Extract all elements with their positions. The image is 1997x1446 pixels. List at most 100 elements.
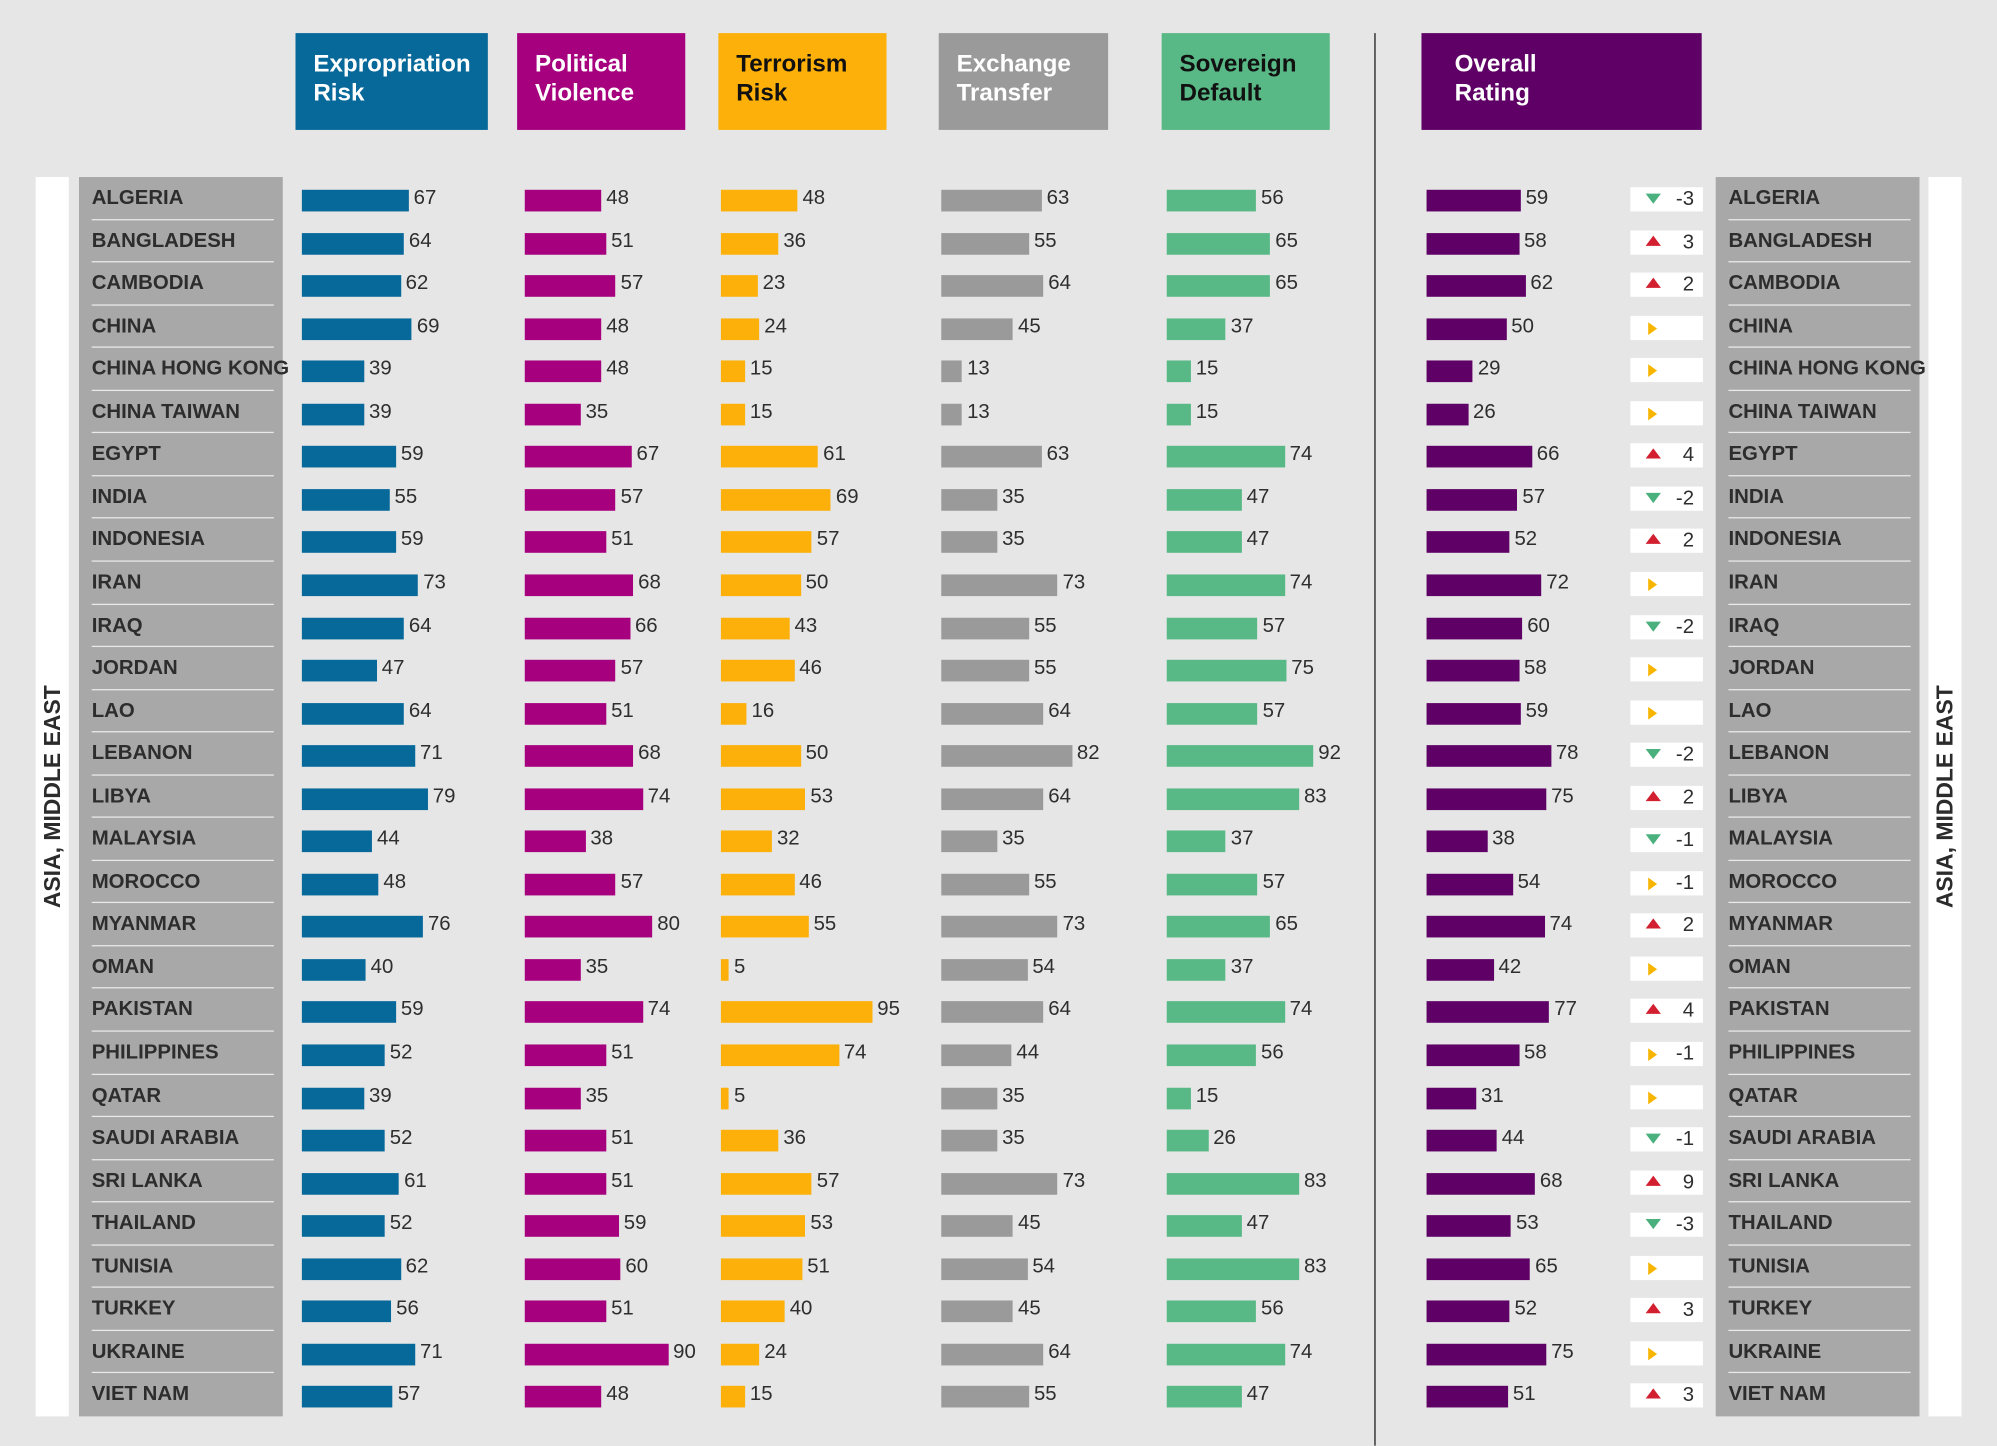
political-value-label: 48 <box>606 315 629 338</box>
political-bar <box>524 360 602 383</box>
terrorism-value-label: 43 <box>794 614 818 637</box>
country-name-right: BANGLADESH <box>1728 229 1873 252</box>
country-name-left: CHINA TAIWAN <box>91 400 241 423</box>
overall-bar <box>1426 702 1521 725</box>
country-name-right: QATAR <box>1728 1084 1798 1107</box>
rating-change-value: 2 <box>1682 915 1695 937</box>
country-name-right: UKRAINE <box>1728 1341 1822 1363</box>
political-value-label: 59 <box>623 1212 647 1235</box>
rating-change-badge: -1 <box>1630 870 1703 896</box>
sovereign-bar <box>1166 1300 1256 1323</box>
terrorism-value-label: 57 <box>816 529 840 551</box>
expropriation-bar <box>301 617 404 639</box>
expropriation-bar <box>301 275 401 297</box>
table-row: LEBANON LEBANON 71 68 50 82 92 78 -2 <box>0 733 1997 776</box>
sovereign-value-label: 47 <box>1246 1212 1270 1235</box>
political-value-label: 48 <box>606 358 629 380</box>
overall-value-label: 58 <box>1524 1041 1547 1064</box>
terrorism-bar <box>720 1087 729 1109</box>
country-name-right: CHINA HONG KONG <box>1728 358 1926 380</box>
country-name-left: LEBANON <box>91 742 193 765</box>
expropriation-value-label: 48 <box>383 870 407 893</box>
sovereign-bar <box>1166 446 1285 468</box>
sovereign-value-label: 65 <box>1275 913 1298 936</box>
rating-change-badge: -3 <box>1630 187 1703 212</box>
overall-value-label: 77 <box>1554 999 1577 1021</box>
exchange-bar <box>941 1001 1044 1024</box>
exchange-bar <box>941 745 1072 767</box>
row-separator <box>91 1115 274 1118</box>
overall-bar <box>1426 1343 1546 1366</box>
arrow-up-icon <box>1645 235 1661 246</box>
political-bar <box>524 1258 621 1280</box>
terrorism-value-label: 48 <box>802 187 826 209</box>
exchange-value-label: 13 <box>967 358 990 380</box>
exchange-bar <box>941 1087 998 1109</box>
sovereign-bar <box>1166 189 1256 212</box>
rating-change-badge <box>1630 315 1703 340</box>
exchange-bar <box>941 959 1028 981</box>
exchange-value-label: 64 <box>1048 1341 1071 1363</box>
expropriation-bar <box>301 659 377 682</box>
rating-change-badge: -3 <box>1630 1212 1703 1238</box>
country-name-left: CAMBODIA <box>91 272 204 295</box>
expropriation-bar <box>301 959 366 981</box>
rating-change-badge: 9 <box>1630 1170 1703 1195</box>
rating-change-badge: 2 <box>1630 529 1703 554</box>
sovereign-value-label: 26 <box>1213 1127 1236 1150</box>
country-name-left: INDONESIA <box>91 529 205 551</box>
political-bar <box>524 617 630 639</box>
terrorism-value-label: 50 <box>805 742 829 765</box>
exchange-value-label: 55 <box>1033 657 1057 679</box>
terrorism-value-label: 16 <box>751 700 775 722</box>
overall-bar <box>1426 1258 1531 1280</box>
country-name-left: TURKEY <box>91 1298 176 1321</box>
country-name-right: LEBANON <box>1728 742 1830 765</box>
table-row: SRI LANKA SRI LANKA 61 51 57 73 83 68 9 <box>0 1160 1997 1203</box>
terrorism-value-label: 40 <box>789 1298 813 1321</box>
exchange-value-label: 35 <box>1002 486 1025 509</box>
political-bar <box>524 574 634 597</box>
table-row: IRAQ IRAQ 64 66 43 55 57 60 -2 <box>0 604 1997 648</box>
overall-value-label: 66 <box>1536 443 1560 466</box>
exchange-bar <box>941 574 1058 597</box>
political-value-label: 66 <box>634 614 658 637</box>
overall-bar <box>1426 1129 1497 1152</box>
expropriation-value-label: 39 <box>369 358 392 380</box>
table-row: MALAYSIA MALAYSIA 44 38 32 35 37 38 -1 <box>0 818 1997 861</box>
expropriation-bar <box>301 1300 392 1323</box>
arrow-up-icon <box>1645 918 1661 930</box>
sovereign-bar <box>1166 1386 1242 1409</box>
political-value-label: 57 <box>620 486 644 509</box>
exchange-value-label: 82 <box>1076 742 1100 765</box>
sovereign-value-label: 74 <box>1289 999 1313 1021</box>
terrorism-bar <box>720 1215 806 1238</box>
terrorism-value-label: 15 <box>749 1383 773 1406</box>
rating-change-badge: -2 <box>1630 486 1703 511</box>
exchange-value-label: 64 <box>1048 999 1071 1021</box>
political-value-label: 51 <box>611 229 634 252</box>
country-name-right: PHILIPPINES <box>1728 1041 1856 1064</box>
sovereign-value-label: 15 <box>1195 1084 1219 1107</box>
expropriation-value-label: 64 <box>408 700 432 722</box>
rating-change-badge: 2 <box>1630 785 1703 810</box>
political-bar <box>524 1172 606 1195</box>
table-row: OMAN OMAN 40 35 5 54 37 42 <box>0 946 1997 990</box>
table-row: PHILIPPINES PHILIPPINES 52 51 74 44 56 58 -1 <box>0 1032 1997 1075</box>
country-name-left: BANGLADESH <box>91 229 236 252</box>
country-name-right: OMAN <box>1728 956 1791 979</box>
exchange-bar <box>941 830 998 853</box>
expropriation-value-label: 62 <box>405 272 429 295</box>
country-name-right: MOROCCO <box>1728 870 1838 893</box>
sovereign-bar <box>1166 488 1242 511</box>
political-bar <box>524 446 632 468</box>
overall-value-label: 52 <box>1514 1298 1538 1321</box>
overall-value-label: 38 <box>1492 828 1515 850</box>
rating-change-badge <box>1630 657 1703 682</box>
overall-bar <box>1426 959 1494 981</box>
row-separator <box>91 432 274 434</box>
row-separator <box>1728 1030 1911 1032</box>
political-value-label: 35 <box>585 956 609 979</box>
overall-bar <box>1426 403 1468 426</box>
row-separator <box>91 987 274 990</box>
